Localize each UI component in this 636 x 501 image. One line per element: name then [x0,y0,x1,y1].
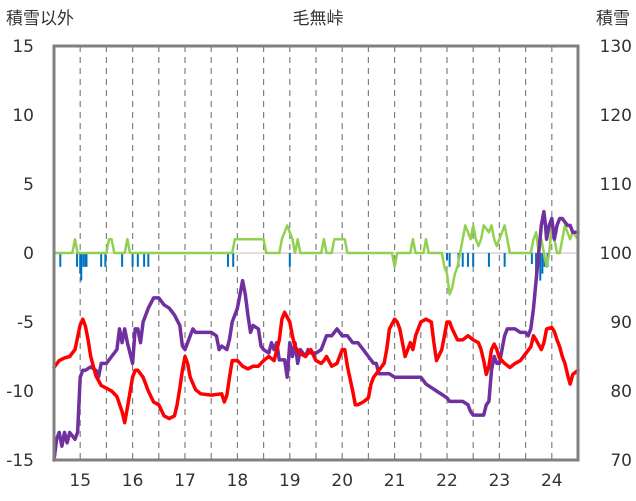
precipitation-bar-15 [232,253,235,267]
x-tick-label: 21 [384,471,406,491]
left-axis-label: 積雪以外 [6,9,74,29]
precipitation-bar-25 [530,253,533,265]
x-tick-label: 22 [436,471,458,491]
left-tick-label: 15 [12,37,34,57]
right-tick-label: 70 [610,451,632,471]
x-tick-label: 23 [489,471,511,491]
precipitation-bar-4 [82,253,85,267]
left-tick-labels: 15 10 5 0 -5 -10 -15 [6,37,34,471]
left-tick-label: -10 [6,382,34,402]
grid-lines [79,46,553,460]
precipitation-bar-17 [446,253,448,260]
precipitation-bar-2 [79,253,82,274]
precipitation-bar-6 [85,253,88,267]
x-tick-label: 20 [331,471,353,491]
x-tick-label: 18 [227,471,249,491]
right-tick-label: 80 [610,382,632,402]
precipitation-bar-5 [84,253,87,267]
temperature-line [52,310,580,425]
precipitation-bar-13 [147,253,150,267]
precipitation-bar-12 [143,253,146,267]
left-tick-label: -15 [6,451,34,471]
left-tick-label: -5 [17,313,34,333]
precipitation-bar-8 [104,253,107,267]
plot-frame [52,44,580,462]
right-tick-label: 100 [600,244,632,264]
precipitation-bar-11 [136,253,139,267]
x-tick-label: 15 [69,471,91,491]
precipitation-bar-16 [288,253,291,267]
left-tick-label: 0 [23,244,34,264]
precipitation-bar-28 [539,253,542,281]
precipitation-bar-20 [461,253,464,267]
right-tick-label: 130 [600,37,632,57]
x-tick-label: 19 [279,471,301,491]
precipitation-bar-21 [466,253,469,267]
snow_depth-line [52,209,580,462]
precipitation-bar-29 [541,253,544,274]
precipitation-bar-3 [80,253,83,281]
right-tick-label: 90 [610,313,632,333]
x-tick-labels: 15 16 17 18 19 20 21 22 23 24 [69,471,562,491]
precipitation-bar-0 [59,253,62,267]
precipitation-bar-1 [76,253,79,267]
right-axis-label: 積雪 [596,9,630,29]
x-tick-label: 16 [122,471,144,491]
precipitation-bar-18 [448,253,451,267]
chart-title: 毛無峠 [293,9,344,29]
x-tick-label: 24 [541,471,563,491]
right-tick-label: 120 [600,106,632,126]
precipitation-bar-7 [100,253,103,267]
right-tick-label: 110 [600,175,632,195]
precipitation-bars [59,253,549,281]
left-tick-label: 10 [12,106,34,126]
precipitation-bar-14 [226,253,229,267]
precipitation-bar-22 [472,253,475,267]
precipitation-bar-24 [503,253,506,267]
right-tick-labels: 130 120 110 100 90 80 70 [600,37,632,471]
left-tick-label: 5 [23,175,34,195]
precipitation-bar-10 [131,253,134,267]
precipitation-bar-9 [121,253,124,267]
series-layer [52,209,580,462]
x-tick-label: 17 [174,471,196,491]
precipitation-bar-23 [487,253,490,267]
